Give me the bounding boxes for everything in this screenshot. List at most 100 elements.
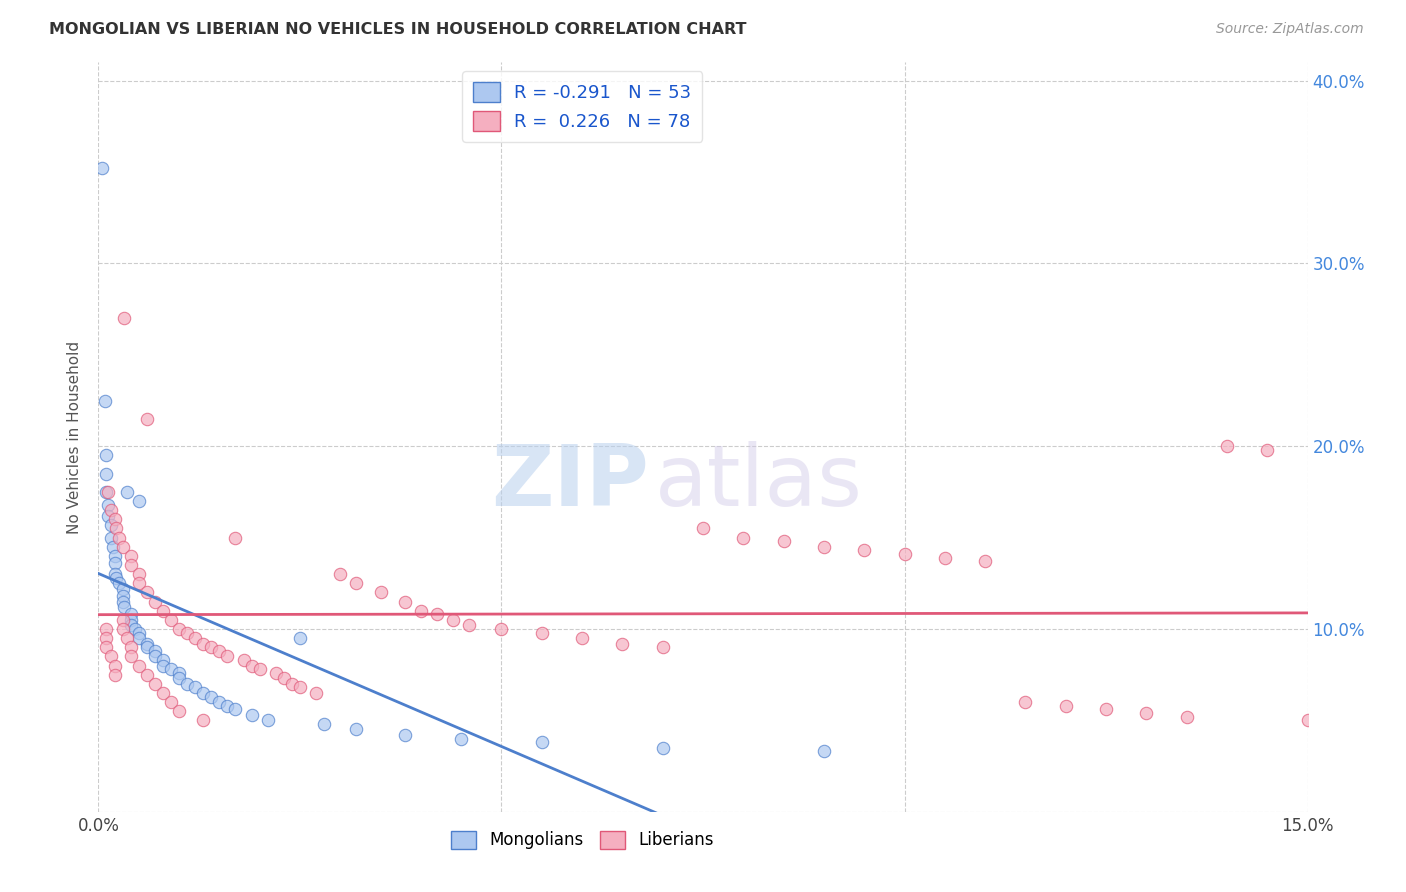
Point (288, 681, 311, 695)
Point (208, 644, 231, 658)
Point (135, 412, 157, 426)
Y-axis label: No Vehicles in Household: No Vehicles in Household (67, 341, 83, 533)
Point (1256, 442, 1278, 457)
Point (193, 714, 215, 728)
Point (96, 640, 118, 655)
Point (256, 714, 278, 728)
Point (305, 686, 328, 700)
Point (853, 543, 876, 558)
Legend: Mongolians, Liberians: Mongolians, Liberians (444, 824, 720, 855)
Point (111, 582, 134, 596)
Point (112, 311, 135, 326)
Point (96, 631, 118, 645)
Point (441, 613, 464, 627)
Text: atlas: atlas (655, 441, 863, 524)
Point (450, 731, 472, 746)
Point (184, 631, 207, 645)
Point (143, 644, 166, 658)
Point (288, 631, 311, 645)
Point (96, 622, 118, 636)
Point (103, 567, 125, 582)
Point (120, 613, 142, 627)
Point (217, 649, 239, 664)
Point (100, 517, 122, 532)
Point (813, 744, 835, 758)
Point (97, 508, 120, 523)
Point (273, 671, 295, 685)
Point (167, 671, 190, 685)
Point (115, 631, 138, 645)
Point (974, 554, 997, 568)
Point (107, 531, 129, 545)
Point (94, 393, 117, 408)
Point (135, 637, 157, 651)
Point (100, 649, 122, 664)
Point (105, 571, 128, 585)
Point (128, 658, 150, 673)
Point (1054, 698, 1077, 713)
Point (101, 540, 124, 554)
Point (232, 653, 254, 667)
Point (193, 686, 215, 700)
Point (135, 585, 157, 599)
Point (128, 494, 150, 508)
Point (135, 640, 157, 655)
Point (120, 618, 142, 632)
Point (103, 556, 125, 570)
Text: ZIP: ZIP (491, 441, 648, 524)
Point (224, 702, 246, 716)
Point (124, 622, 146, 636)
Point (240, 707, 263, 722)
Point (152, 658, 174, 673)
Point (100, 531, 122, 545)
Point (426, 607, 449, 622)
Point (103, 549, 125, 563)
Point (152, 653, 174, 667)
Point (249, 662, 271, 676)
Point (394, 728, 416, 742)
Point (103, 667, 125, 681)
Point (409, 604, 432, 618)
Point (893, 547, 915, 561)
Point (208, 695, 231, 709)
Point (217, 698, 239, 713)
Point (1095, 702, 1118, 716)
Point (571, 631, 593, 645)
Point (97, 498, 120, 512)
Point (120, 558, 142, 572)
Point (107, 576, 129, 591)
Point (96, 467, 118, 481)
Point (240, 658, 263, 673)
Point (120, 549, 142, 563)
Point (128, 576, 150, 591)
Text: MONGOLIAN VS LIBERIAN NO VEHICLES IN HOUSEHOLD CORRELATION CHART: MONGOLIAN VS LIBERIAN NO VEHICLES IN HOU… (49, 22, 747, 37)
Point (394, 594, 416, 608)
Point (264, 665, 287, 680)
Point (128, 625, 150, 640)
Point (491, 622, 513, 636)
Point (224, 531, 246, 545)
Point (115, 484, 138, 499)
Text: Source: ZipAtlas.com: Source: ZipAtlas.com (1216, 22, 1364, 37)
Point (344, 576, 367, 591)
Point (1014, 695, 1036, 709)
Point (111, 589, 134, 603)
Point (1175, 709, 1198, 723)
Point (167, 622, 190, 636)
Point (200, 640, 222, 655)
Point (143, 594, 166, 608)
Point (152, 686, 174, 700)
Point (105, 521, 128, 535)
Point (103, 658, 125, 673)
Point (692, 521, 714, 535)
Point (193, 637, 215, 651)
Point (160, 662, 183, 676)
Point (1216, 439, 1239, 453)
Point (200, 690, 222, 704)
Point (143, 677, 166, 691)
Point (176, 677, 198, 691)
Point (612, 637, 634, 651)
Point (281, 677, 304, 691)
Point (120, 607, 142, 622)
Point (111, 613, 134, 627)
